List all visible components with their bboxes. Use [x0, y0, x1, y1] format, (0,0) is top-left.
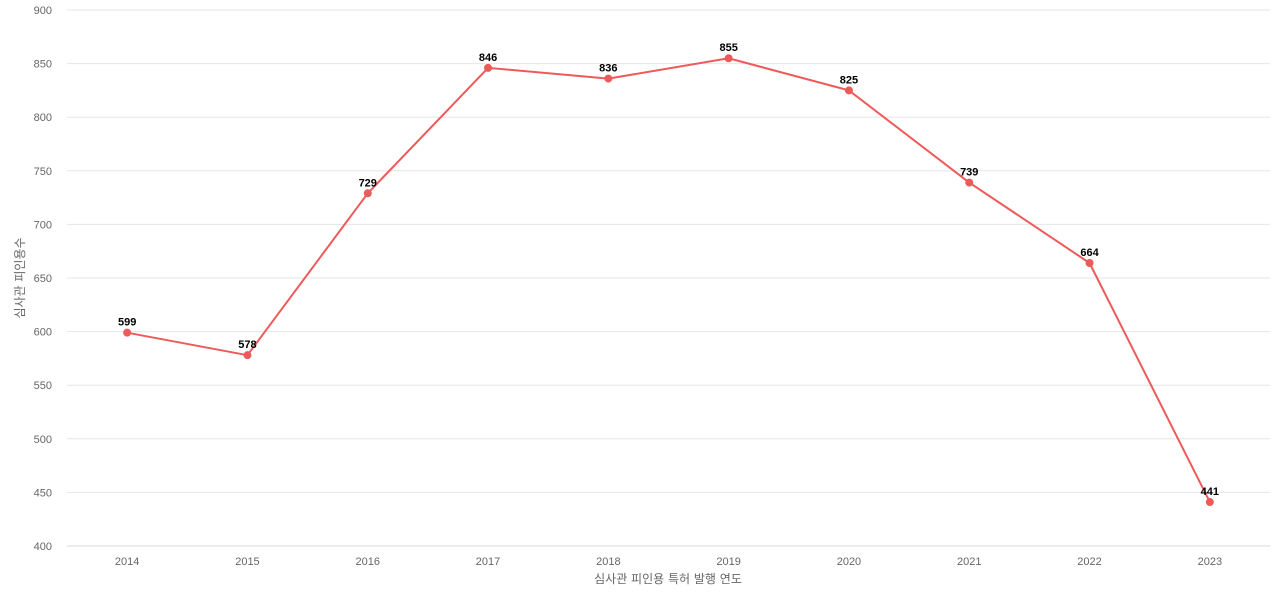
- data-point[interactable]: [1205, 498, 1214, 507]
- x-tick-label: 2021: [957, 556, 981, 568]
- y-axis-title: 심사관 피인용수: [13, 237, 27, 318]
- data-point[interactable]: [123, 328, 132, 337]
- x-tick-label: 2017: [476, 556, 500, 568]
- x-tick-label: 2018: [596, 556, 620, 568]
- data-label: 441: [1201, 486, 1219, 498]
- x-axis-title: 심사관 피인용 특허 발행 연도: [594, 571, 742, 586]
- y-tick-label: 550: [34, 380, 52, 392]
- data-label: 729: [359, 177, 377, 189]
- data-point[interactable]: [965, 178, 974, 187]
- data-label: 836: [599, 63, 617, 75]
- series-layer: [123, 54, 1214, 507]
- x-tick-label: 2015: [235, 556, 259, 568]
- data-point[interactable]: [243, 351, 252, 360]
- data-point[interactable]: [604, 74, 613, 83]
- y-tick-label: 650: [34, 273, 52, 285]
- y-tick-label: 900: [34, 5, 52, 17]
- data-label: 846: [479, 52, 497, 64]
- data-label: 825: [840, 74, 858, 86]
- x-tick-label: 2020: [837, 556, 861, 568]
- x-axis: 2014 2015 2016 2017 2018 2019 2020 2021 2022 2023: [115, 556, 1222, 568]
- x-tick-label: 2016: [356, 556, 380, 568]
- grid-layer: [67, 9, 1270, 547]
- y-tick-label: 500: [34, 434, 52, 446]
- y-tick-label: 800: [34, 112, 52, 124]
- data-labels-layer: 599 578 729 846 836 855 825 739 664 441: [118, 42, 1219, 498]
- series-line: [126, 57, 1211, 504]
- y-tick-label: 750: [34, 166, 52, 178]
- data-point[interactable]: [844, 86, 853, 95]
- data-point[interactable]: [1085, 258, 1094, 267]
- data-label: 739: [960, 167, 978, 179]
- data-label: 664: [1080, 247, 1099, 259]
- x-tick-label: 2022: [1077, 556, 1101, 568]
- data-label: 578: [238, 339, 256, 351]
- x-tick-label: 2019: [716, 556, 740, 568]
- y-tick-label: 400: [34, 541, 52, 553]
- x-tick-label: 2014: [115, 556, 139, 568]
- x-tick-label: 2023: [1198, 556, 1222, 568]
- y-tick-label: 450: [34, 487, 52, 499]
- y-axis: 400 450 500 550 600 650 700 750 800 850 900: [34, 5, 52, 553]
- data-label: 599: [118, 317, 136, 329]
- data-point[interactable]: [363, 189, 372, 198]
- data-point[interactable]: [724, 54, 733, 63]
- y-tick-label: 850: [34, 59, 52, 71]
- y-tick-label: 700: [34, 219, 52, 231]
- y-tick-label: 600: [34, 327, 52, 339]
- data-label: 855: [719, 42, 737, 54]
- data-point[interactable]: [484, 63, 493, 72]
